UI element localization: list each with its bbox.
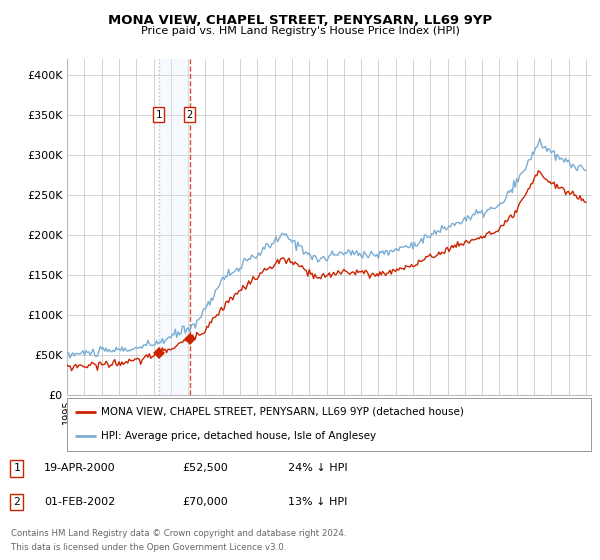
Bar [158, 59, 190, 395]
Text: 01-FEB-2002: 01-FEB-2002 [44, 497, 115, 507]
Text: MONA VIEW, CHAPEL STREET, PENYSARN, LL69 9YP: MONA VIEW, CHAPEL STREET, PENYSARN, LL69… [108, 14, 492, 27]
Text: Contains HM Land Registry data © Crown copyright and database right 2024.: Contains HM Land Registry data © Crown c… [11, 529, 346, 538]
Text: Price paid vs. HM Land Registry's House Price Index (HPI): Price paid vs. HM Land Registry's House … [140, 26, 460, 36]
Text: 24% ↓ HPI: 24% ↓ HPI [288, 463, 348, 473]
Text: £70,000: £70,000 [182, 497, 228, 507]
Text: 1: 1 [13, 463, 20, 473]
Text: 1: 1 [155, 110, 162, 120]
Text: 2: 2 [187, 110, 193, 120]
Text: 19-APR-2000: 19-APR-2000 [44, 463, 116, 473]
Text: HPI: Average price, detached house, Isle of Anglesey: HPI: Average price, detached house, Isle… [101, 431, 376, 441]
Text: MONA VIEW, CHAPEL STREET, PENYSARN, LL69 9YP (detached house): MONA VIEW, CHAPEL STREET, PENYSARN, LL69… [101, 407, 464, 417]
Text: 13% ↓ HPI: 13% ↓ HPI [288, 497, 347, 507]
Text: £52,500: £52,500 [182, 463, 228, 473]
Text: 2: 2 [13, 497, 20, 507]
Text: This data is licensed under the Open Government Licence v3.0.: This data is licensed under the Open Gov… [11, 543, 286, 552]
